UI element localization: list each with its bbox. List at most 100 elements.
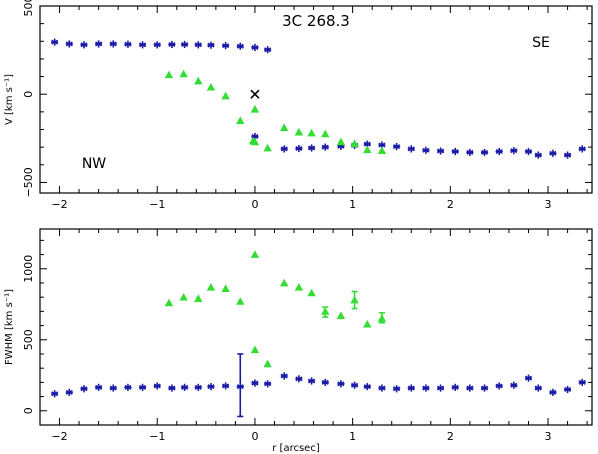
data-point-triangle <box>280 278 289 287</box>
data-point-asterisk <box>510 147 518 155</box>
data-point-triangle <box>321 129 330 138</box>
data-point-asterisk <box>378 141 386 149</box>
data-point-asterisk <box>109 40 117 48</box>
data-point-asterisk <box>153 41 161 49</box>
fwhm-plot-frame <box>39 228 593 426</box>
data-point-asterisk <box>549 388 557 396</box>
fwhm-panel: −2 −1 0 1 2 3 0 500 1000 FWHM [km s⁻¹] r [arcsec] <box>4 228 593 454</box>
data-point-triangle <box>250 105 260 113</box>
data-point-asterisk <box>194 41 202 49</box>
data-point-asterisk <box>337 380 345 388</box>
x-tick-label: 3 <box>545 430 552 443</box>
y-tick-label: 1000 <box>22 255 35 283</box>
data-point-asterisk <box>495 382 503 390</box>
data-point-asterisk <box>534 151 542 159</box>
data-point-asterisk <box>563 385 572 394</box>
data-point-asterisk <box>264 46 272 54</box>
y-axis-label: V [km s⁻¹] <box>4 74 15 125</box>
data-point-triangle <box>221 91 230 100</box>
data-point-asterisk <box>466 148 474 157</box>
data-point-triangle <box>307 128 316 137</box>
data-point-asterisk <box>495 147 503 156</box>
x-tick-label: −1 <box>149 430 165 443</box>
data-point-asterisk <box>138 41 147 49</box>
data-point-asterisk <box>480 148 489 157</box>
data-point-triangle <box>250 250 260 258</box>
data-point-asterisk <box>236 383 244 391</box>
data-point-triangle <box>194 294 203 302</box>
x-tick-label: 2 <box>447 198 454 211</box>
data-point-triangle <box>377 146 387 155</box>
y-axis-label: FWHM [km s⁻¹] <box>4 289 15 365</box>
x-tick-label: −2 <box>51 430 67 443</box>
data-point-triangle <box>363 319 372 328</box>
data-point-asterisk <box>251 379 259 387</box>
data-point-asterisk <box>308 144 316 152</box>
data-point-asterisk <box>480 384 489 392</box>
data-point-asterisk <box>194 383 202 391</box>
x-tick-label: 3 <box>545 198 552 211</box>
data-point-asterisk <box>321 143 329 151</box>
data-point-triangle <box>263 359 272 368</box>
data-point-asterisk <box>534 384 542 392</box>
annotation-se: SE <box>532 35 550 51</box>
data-point-asterisk <box>280 145 288 153</box>
data-point-asterisk <box>524 374 533 382</box>
data-point-asterisk <box>350 381 359 389</box>
data-point-asterisk <box>363 383 371 391</box>
data-point-triangle <box>164 70 174 79</box>
data-point-asterisk <box>436 384 445 392</box>
x-axis-label: r [arcsec] <box>272 443 320 454</box>
data-point-asterisk <box>80 385 88 393</box>
data-point-triangle <box>250 137 260 146</box>
data-point-asterisk <box>236 42 244 50</box>
data-point-triangle <box>294 283 304 291</box>
data-point-asterisk <box>451 147 459 156</box>
data-point-triangle <box>206 82 216 91</box>
data-point-triangle <box>280 123 289 132</box>
data-point-triangle <box>179 292 188 301</box>
data-point-asterisk <box>207 383 215 391</box>
data-point-asterisk <box>578 145 586 153</box>
data-point-asterisk <box>65 388 73 396</box>
data-point-cross <box>250 89 260 99</box>
data-point-triangle <box>377 314 387 322</box>
data-point-asterisk <box>295 375 303 383</box>
data-point-asterisk <box>295 144 303 153</box>
data-point-asterisk <box>95 40 103 48</box>
data-point-triangle <box>350 295 359 304</box>
x-tick-label: 1 <box>349 430 356 443</box>
y-tick-label: 0 <box>22 91 35 98</box>
data-point-asterisk <box>321 378 329 386</box>
data-point-asterisk <box>51 390 59 398</box>
data-point-asterisk <box>378 384 386 392</box>
data-point-asterisk <box>510 381 518 389</box>
data-point-triangle <box>194 76 203 85</box>
y-tick-label: 500 <box>22 0 35 17</box>
data-point-asterisk <box>168 384 176 392</box>
data-point-asterisk <box>180 40 189 49</box>
y-tick-label: 500 <box>22 329 35 350</box>
data-point-triangle <box>294 127 304 136</box>
x-tick-label: −1 <box>149 198 165 211</box>
data-point-asterisk <box>251 43 259 52</box>
data-point-asterisk <box>549 149 557 157</box>
data-point-asterisk <box>407 145 415 153</box>
data-point-asterisk <box>168 40 176 49</box>
data-point-asterisk <box>407 384 415 392</box>
data-point-asterisk <box>207 41 215 49</box>
velocity-plot-frame <box>39 5 593 194</box>
data-point-asterisk <box>124 40 132 48</box>
data-point-asterisk <box>524 147 533 156</box>
data-point-asterisk <box>422 384 430 392</box>
data-point-asterisk <box>422 146 430 154</box>
data-point-triangle <box>179 69 188 78</box>
data-point-asterisk <box>109 384 117 392</box>
data-point-asterisk <box>51 38 59 46</box>
data-point-triangle <box>164 298 174 307</box>
data-point-triangle <box>336 311 346 319</box>
data-point-asterisk <box>65 40 73 48</box>
x-tick-label: 0 <box>251 198 258 211</box>
data-point-asterisk <box>563 151 572 159</box>
